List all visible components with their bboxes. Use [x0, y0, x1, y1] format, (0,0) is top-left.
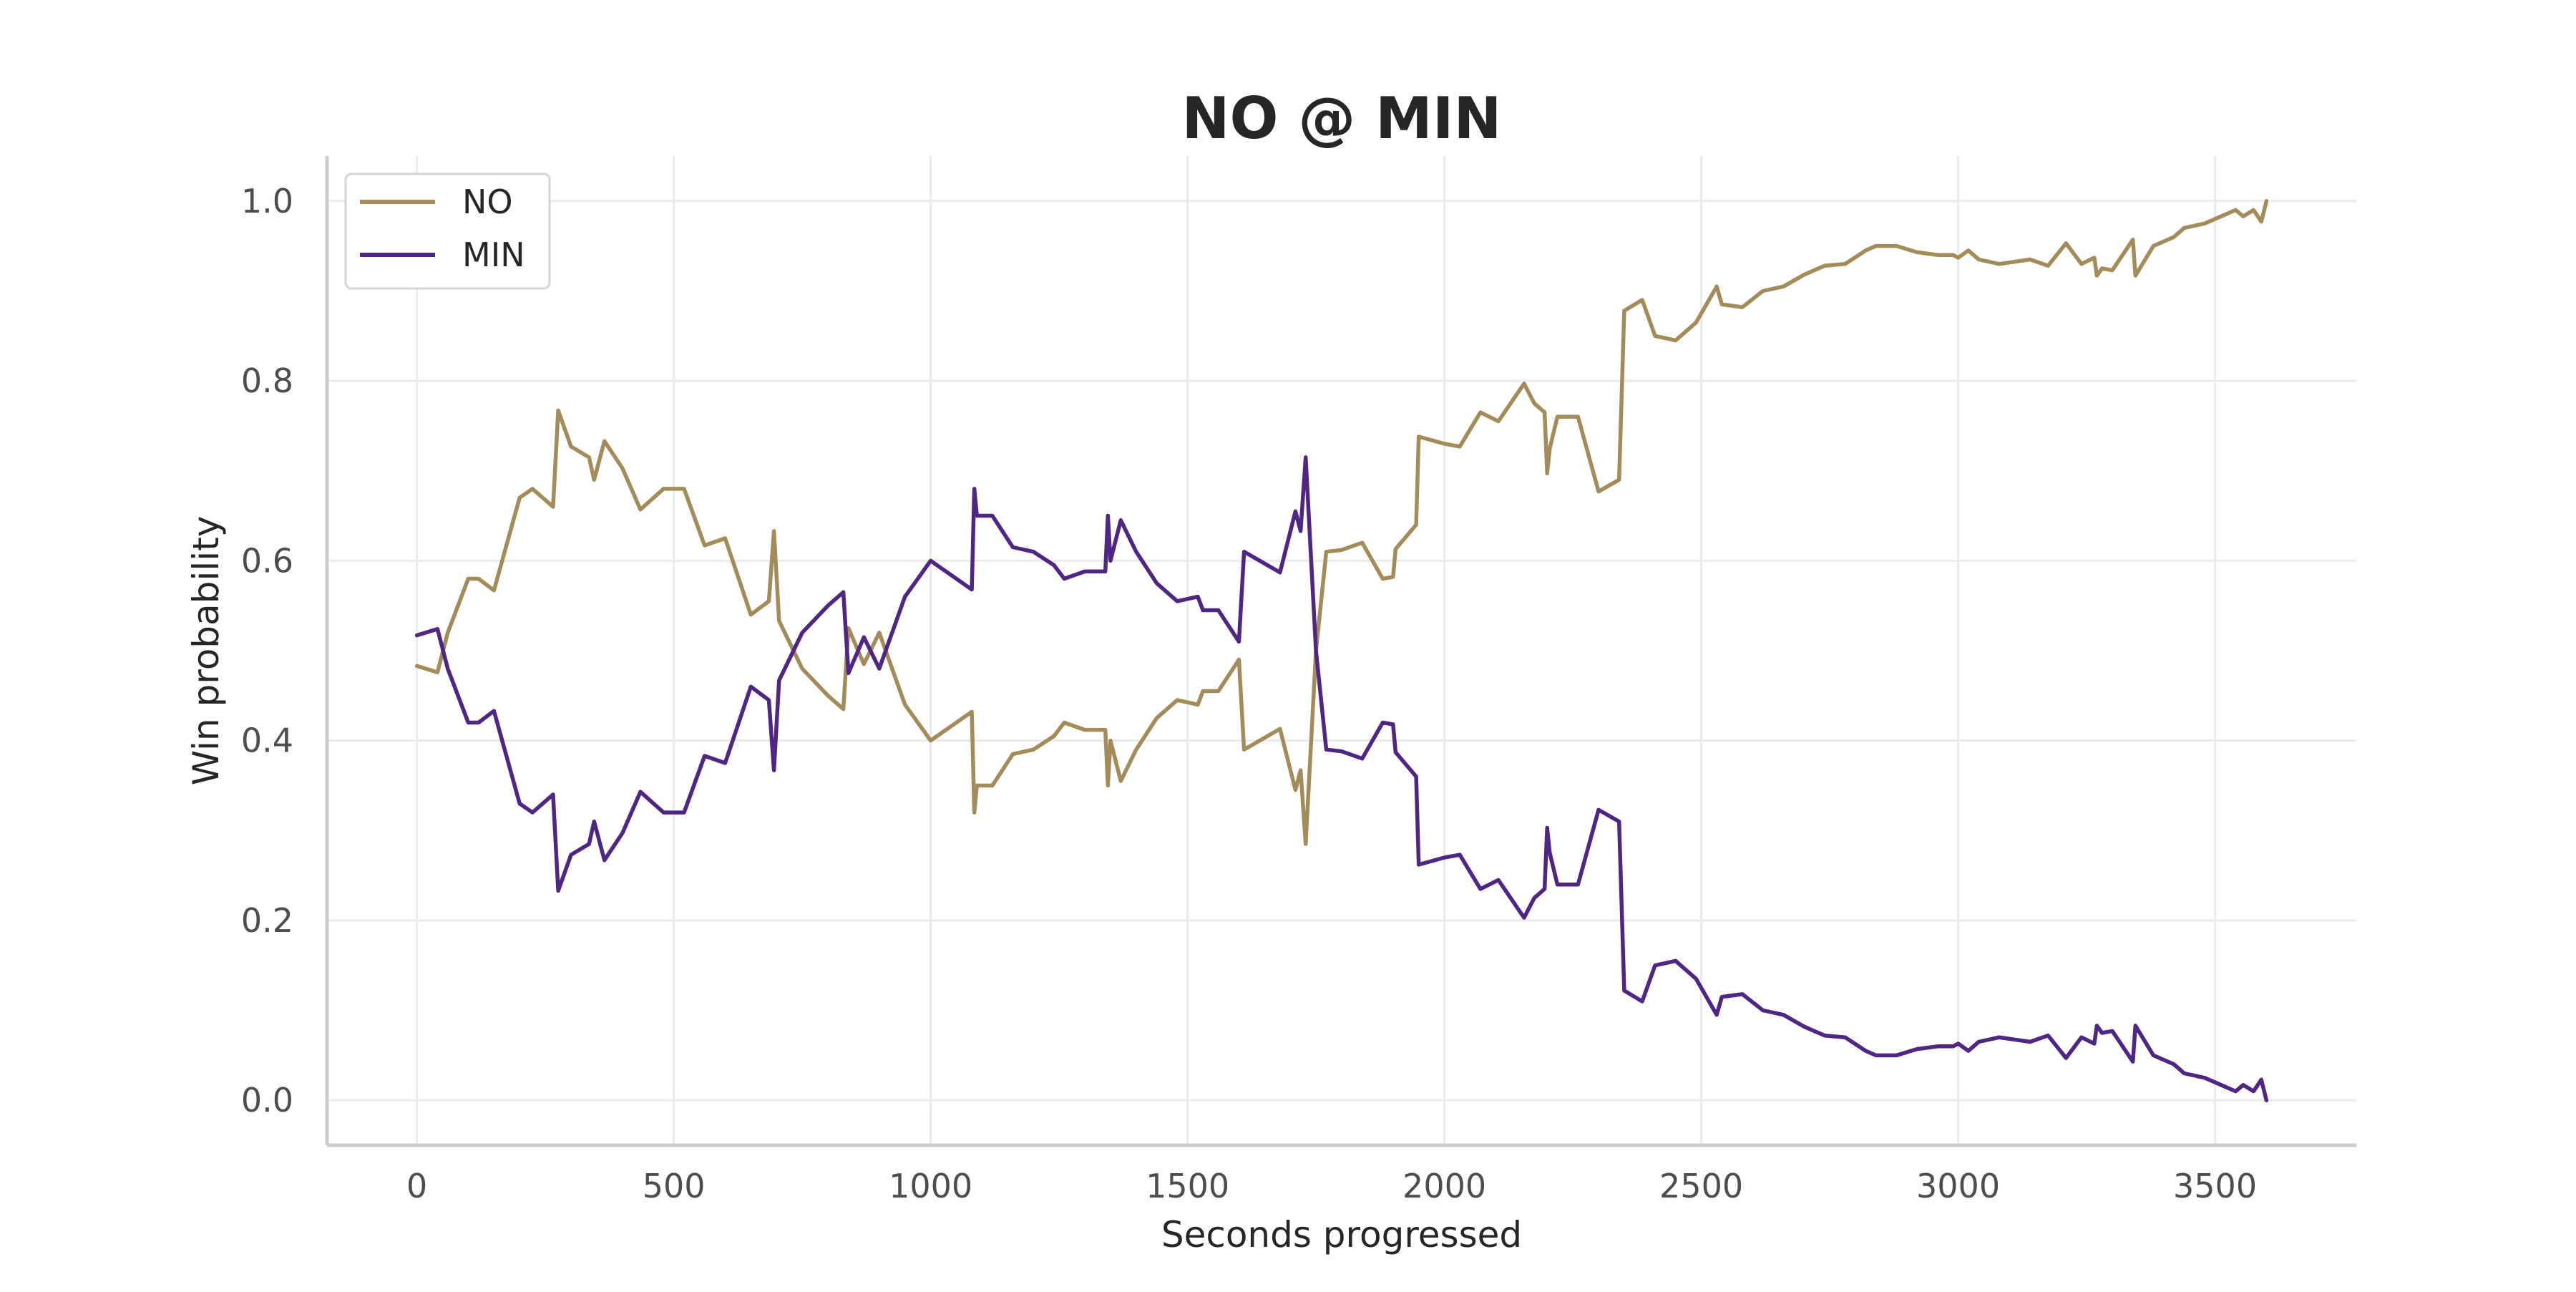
- y-tick-label-0-4: 0.4: [241, 722, 293, 760]
- y-tick-label-0-2: 0.2: [241, 901, 293, 940]
- x-axis-label: Seconds progressed: [1161, 1214, 1522, 1255]
- y-tick-label-0-8: 0.8: [241, 361, 293, 400]
- x-tick-label-1500: 1500: [1146, 1167, 1229, 1205]
- legend-label-no: NO: [462, 183, 513, 221]
- y-tick-label-0-0: 0.0: [241, 1081, 293, 1119]
- series-lines: [414, 199, 2269, 1102]
- x-tick-label-1000: 1000: [889, 1167, 972, 1205]
- x-tick-label-500: 500: [643, 1167, 706, 1205]
- axes-spines: [325, 156, 2356, 1147]
- x-tick-label-2500: 2500: [1659, 1167, 1743, 1205]
- x-tick-labels: 0 500 1000 1500 2000 2500 3000 3500: [406, 1167, 2257, 1205]
- legend-label-min: MIN: [462, 235, 525, 274]
- y-axis-label: Win probability: [185, 516, 227, 786]
- y-tick-label-0-6: 0.6: [241, 541, 293, 580]
- series-line-min: [414, 455, 2269, 1102]
- y-tick-labels: 0.0 0.2 0.4 0.6 0.8 1.0: [241, 182, 293, 1119]
- legend: NO MIN: [344, 173, 551, 290]
- x-tick-label-2000: 2000: [1402, 1167, 1486, 1205]
- grid: [327, 156, 2356, 1145]
- series-line-no: [414, 199, 2269, 846]
- x-tick-label-3500: 3500: [2173, 1167, 2257, 1205]
- y-tick-label-1-0: 1.0: [241, 182, 293, 220]
- x-tick-label-3000: 3000: [1916, 1167, 2000, 1205]
- chart-title: NO @ MIN: [1182, 85, 1502, 152]
- x-tick-label-0: 0: [406, 1167, 427, 1205]
